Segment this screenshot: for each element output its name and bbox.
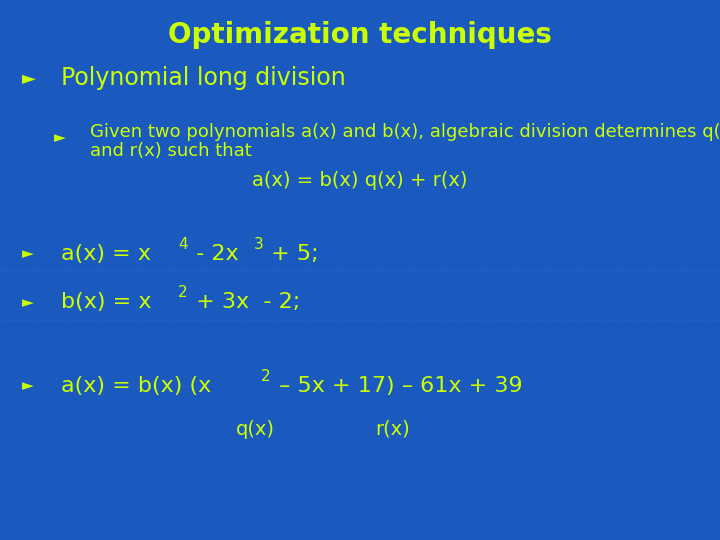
Text: – 5x + 17) – 61x + 39: – 5x + 17) – 61x + 39 xyxy=(272,376,523,396)
Text: ►: ► xyxy=(22,246,33,261)
Text: - 2x: - 2x xyxy=(189,244,239,264)
Text: ►: ► xyxy=(22,69,35,87)
Text: 4: 4 xyxy=(178,237,187,252)
Text: ►: ► xyxy=(22,379,33,394)
Text: and r(x) such that: and r(x) such that xyxy=(90,142,252,160)
Text: a(x) = b(x) q(x) + r(x): a(x) = b(x) q(x) + r(x) xyxy=(252,171,468,191)
Text: a(x) = b(x) (x: a(x) = b(x) (x xyxy=(61,376,212,396)
Text: a(x) = x: a(x) = x xyxy=(61,244,151,264)
Text: b(x) = x: b(x) = x xyxy=(61,292,152,313)
Text: 2: 2 xyxy=(178,285,187,300)
Text: 3: 3 xyxy=(254,237,264,252)
Text: ►: ► xyxy=(54,130,66,145)
Text: Given two polynomials a(x) and b(x), algebraic division determines q(x): Given two polynomials a(x) and b(x), alg… xyxy=(90,123,720,141)
Text: + 3x  - 2;: + 3x - 2; xyxy=(189,292,301,313)
Text: Optimization techniques: Optimization techniques xyxy=(168,21,552,49)
Text: Polynomial long division: Polynomial long division xyxy=(61,66,346,90)
Text: 2: 2 xyxy=(261,369,271,384)
Text: r(x): r(x) xyxy=(375,420,410,439)
Text: + 5;: + 5; xyxy=(264,244,319,264)
Text: ►: ► xyxy=(22,295,33,310)
Text: q(x): q(x) xyxy=(236,420,275,439)
